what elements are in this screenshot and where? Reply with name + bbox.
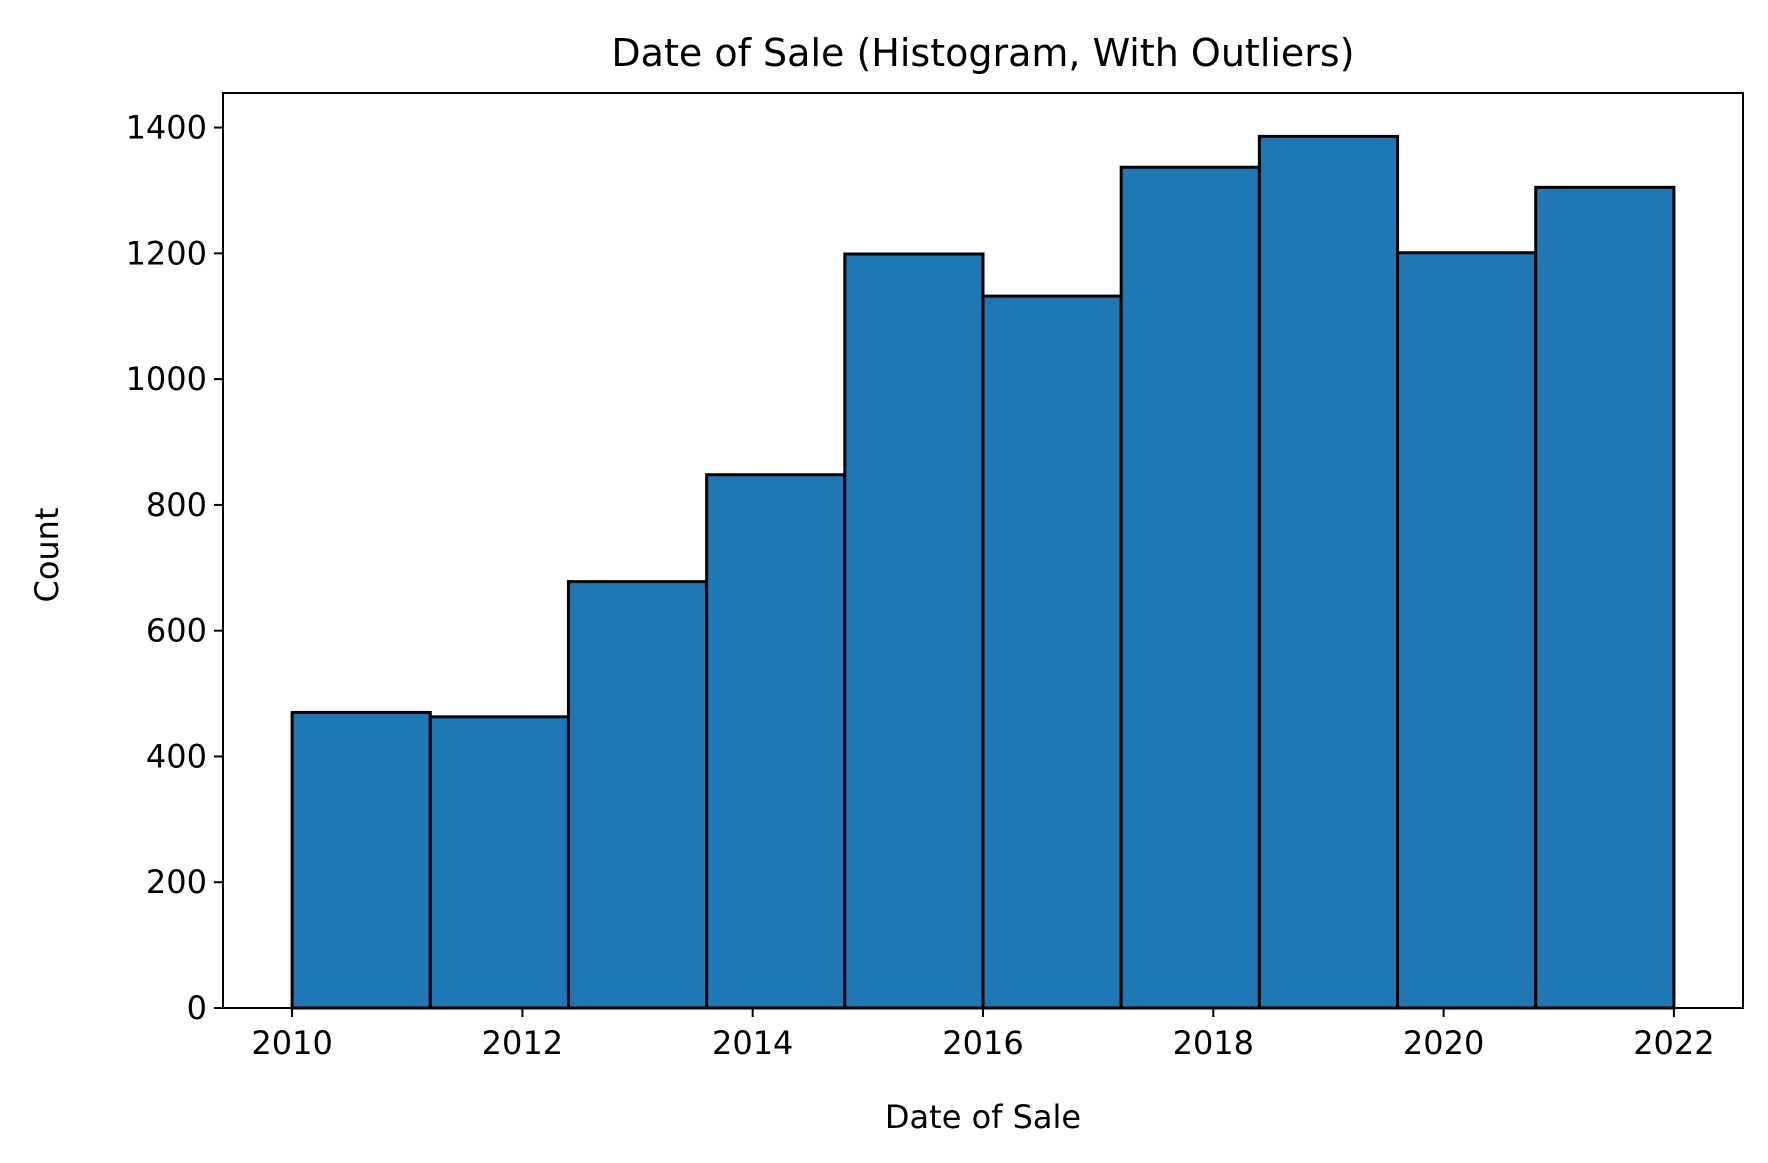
y-tick-label: 600 bbox=[146, 612, 207, 650]
x-axis-label: Date of Sale bbox=[885, 1098, 1081, 1136]
x-tick-label: 2020 bbox=[1403, 1024, 1484, 1062]
x-axis-ticks: 2010 2012 2014 2016 2018 2020 2022 bbox=[251, 1008, 1715, 1062]
bars-group bbox=[290, 134, 1676, 1010]
y-tick-label: 1200 bbox=[126, 234, 207, 272]
x-tick-label: 2022 bbox=[1633, 1024, 1714, 1062]
y-axis-label: Count bbox=[28, 507, 66, 602]
x-tick-label: 2014 bbox=[712, 1024, 793, 1062]
histogram-bar bbox=[1119, 165, 1261, 1010]
histogram-bar bbox=[981, 294, 1123, 1010]
histogram-bar bbox=[566, 580, 709, 1010]
y-tick-label: 200 bbox=[146, 863, 207, 901]
histogram-bar bbox=[428, 715, 570, 1010]
x-tick-label: 2016 bbox=[942, 1024, 1023, 1062]
y-tick-label: 1000 bbox=[126, 360, 207, 398]
histogram-bar bbox=[705, 473, 847, 1010]
histogram-bar bbox=[843, 252, 985, 1010]
histogram-bar bbox=[1534, 185, 1676, 1010]
x-tick-label: 2010 bbox=[251, 1024, 332, 1062]
y-axis-ticks: 0 200 400 600 800 1000 1200 1400 bbox=[126, 109, 223, 1027]
y-tick-label: 800 bbox=[146, 486, 207, 524]
chart-title: Date of Sale (Histogram, With Outliers) bbox=[611, 31, 1354, 75]
x-tick-label: 2012 bbox=[482, 1024, 563, 1062]
y-tick-label: 1400 bbox=[126, 109, 207, 147]
histogram-bar bbox=[1257, 134, 1400, 1010]
y-tick-label: 0 bbox=[187, 989, 207, 1027]
histogram-bar bbox=[1396, 251, 1538, 1010]
y-tick-label: 400 bbox=[146, 737, 207, 775]
x-tick-label: 2018 bbox=[1173, 1024, 1254, 1062]
histogram-bar bbox=[290, 710, 432, 1010]
